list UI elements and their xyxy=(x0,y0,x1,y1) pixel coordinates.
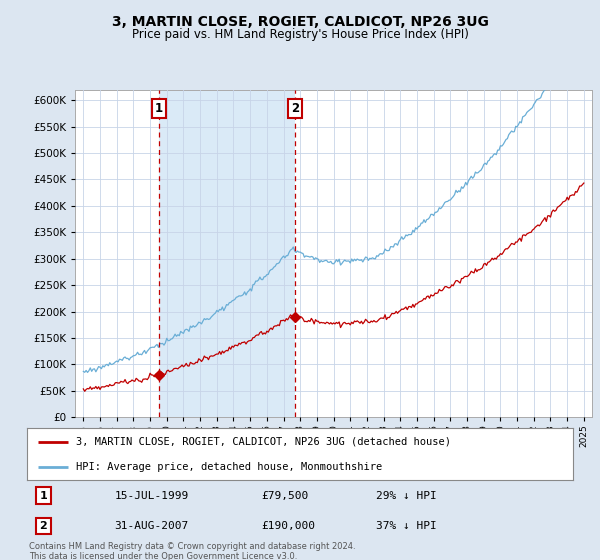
Text: 1: 1 xyxy=(155,101,163,115)
Text: 15-JUL-1999: 15-JUL-1999 xyxy=(115,491,188,501)
Text: 3, MARTIN CLOSE, ROGIET, CALDICOT, NP26 3UG: 3, MARTIN CLOSE, ROGIET, CALDICOT, NP26 … xyxy=(112,15,488,29)
Text: 3, MARTIN CLOSE, ROGIET, CALDICOT, NP26 3UG (detached house): 3, MARTIN CLOSE, ROGIET, CALDICOT, NP26 … xyxy=(76,437,451,447)
Text: HPI: Average price, detached house, Monmouthshire: HPI: Average price, detached house, Monm… xyxy=(76,462,382,472)
Text: 2: 2 xyxy=(40,521,47,531)
Text: £190,000: £190,000 xyxy=(262,521,316,531)
Text: £79,500: £79,500 xyxy=(262,491,309,501)
Text: Price paid vs. HM Land Registry's House Price Index (HPI): Price paid vs. HM Land Registry's House … xyxy=(131,28,469,41)
Text: 29% ↓ HPI: 29% ↓ HPI xyxy=(376,491,437,501)
Text: 1: 1 xyxy=(40,491,47,501)
Text: 31-AUG-2007: 31-AUG-2007 xyxy=(115,521,188,531)
Text: 37% ↓ HPI: 37% ↓ HPI xyxy=(376,521,437,531)
Bar xyxy=(159,90,295,417)
Text: Contains HM Land Registry data © Crown copyright and database right 2024.
This d: Contains HM Land Registry data © Crown c… xyxy=(29,542,355,560)
Text: 2: 2 xyxy=(290,101,299,115)
